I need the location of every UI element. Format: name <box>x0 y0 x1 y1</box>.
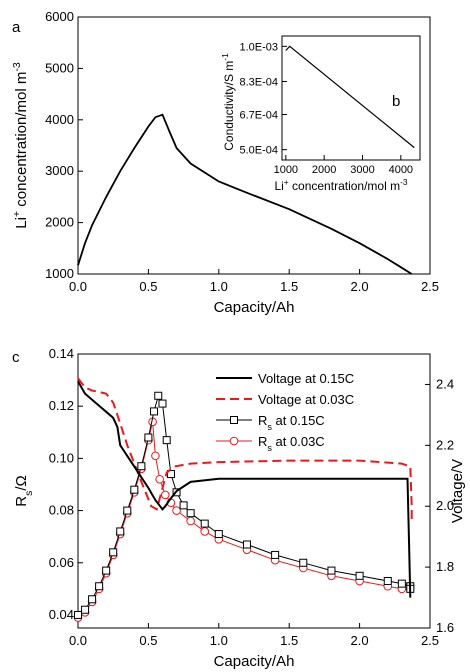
panel-c-data-point <box>355 571 364 580</box>
panel-c-data-point <box>137 462 146 471</box>
panel-c-data-point <box>151 451 160 461</box>
panel-c-data-point <box>200 519 209 528</box>
panel-a-series-line <box>77 113 413 275</box>
panel-c-data-point <box>116 527 125 536</box>
panel-c-data-point <box>144 433 153 442</box>
panel-c-data-point <box>95 582 104 591</box>
panel-c-data-point <box>109 548 118 557</box>
panel-c-data-point <box>102 566 111 575</box>
panel-c-data-point <box>88 595 97 604</box>
panel-c-data-point <box>123 506 132 515</box>
panel-a-frame <box>77 16 431 275</box>
panel-c-data-point <box>166 470 175 479</box>
panel-c-y-left-tick-label: 0.04 <box>49 607 74 622</box>
panel-c-frame <box>77 353 431 629</box>
panel-c-data-point <box>327 566 336 575</box>
panel-a-y-tick-label: 1000 <box>45 266 74 281</box>
panel-a-y-tick-label: 4000 <box>45 112 74 127</box>
panel-c-data-point <box>130 485 139 494</box>
panel-c-y-right-tick-label: 1.6 <box>436 620 454 635</box>
panel-c-data-point <box>214 530 223 539</box>
panel-a-x-tick-label: 1.5 <box>280 279 298 294</box>
panel-b-x-tick-label: 2000 <box>312 164 336 176</box>
panel-b-y-axis-label: Conductivity/S m-1 <box>220 53 236 151</box>
panel-c-x-tick-label: 1.5 <box>280 633 298 648</box>
panel-c-y-right-tick-label: 2.0 <box>436 498 454 513</box>
panel-c-data-point <box>383 577 392 586</box>
panel-c-data-point <box>186 516 195 526</box>
panel-c-legend-label: Rs at 0.03C <box>258 434 325 453</box>
panel-c-data-point <box>74 610 82 619</box>
panel-a-y-axis-label: Li+ concentration/mol m-3 <box>11 62 30 229</box>
panel-c-legend-marker <box>229 436 239 446</box>
panel-c-y-left-tick-label: 0.08 <box>49 503 74 518</box>
panel-a-y-tick-label: 5000 <box>45 60 74 75</box>
panel-c-data-point <box>179 501 188 510</box>
panel-c-y2-axis-label: Voltage/V <box>449 459 466 523</box>
panel-a-x-tick-label: 0.0 <box>69 279 87 294</box>
panel-c-y-left-tick-label: 0.14 <box>49 346 74 361</box>
panel-c-data-point <box>200 527 210 536</box>
panel-c-y-right-tick-label: 2.4 <box>436 376 454 391</box>
panel-b-label: b <box>392 93 400 110</box>
panel-c-data-point <box>160 490 170 500</box>
panel-c-data-point <box>186 509 195 518</box>
panel-c-series-line <box>77 380 412 598</box>
panel-c-data-point <box>299 558 308 567</box>
panel-c-series-line <box>77 377 413 522</box>
panel-a-x-tick-label: 2.5 <box>421 279 439 294</box>
panel-c-y-left-tick-label: 0.06 <box>49 555 74 570</box>
panel-c-x-tick-label: 1.0 <box>210 633 228 648</box>
panel-a-x-tick-label: 0.5 <box>139 279 157 294</box>
panel-c-y-left-tick-label: 0.12 <box>49 398 74 413</box>
panel-c-data-point <box>158 399 167 408</box>
panel-b-y-tick-label: 5.0E-04 <box>239 145 278 157</box>
panel-c-x-axis-label: Capacity/Ah <box>214 653 295 670</box>
panel-a-x-tick-label: 1.0 <box>210 279 228 294</box>
panel-a-y-tick-label: 6000 <box>45 9 74 24</box>
panel-c-legend-marker <box>230 416 238 424</box>
panel-c-data-point <box>154 391 163 400</box>
panel-c-y-left-tick-label: 0.10 <box>49 450 74 465</box>
panel-c-legend-label: Voltage at 0.15C <box>258 371 354 386</box>
panel-c-y-right-tick-label: 1.8 <box>436 559 454 574</box>
panel-b-x-tick-label: 3000 <box>350 164 374 176</box>
panel-c-data-point <box>397 579 406 588</box>
panel-c-x-tick-label: 2.5 <box>421 633 439 648</box>
panel-b-series-line <box>285 45 415 149</box>
panel-c-x-tick-label: 2.0 <box>351 633 369 648</box>
panel-c-data-point <box>271 550 280 559</box>
panel-c-data-point <box>172 506 181 515</box>
panel-b-y-tick-label: 8.3E-04 <box>239 76 278 88</box>
panel-a-label: a <box>12 19 21 36</box>
panel-c-series-line <box>77 421 410 618</box>
panel-c-data-point <box>162 436 171 445</box>
panel-c-legend-label: Rs at 0.15C <box>258 413 325 432</box>
panel-c-data-point <box>150 407 159 416</box>
panel-c-legend-label: Voltage at 0.03C <box>258 392 354 407</box>
panel-a-x-axis-label: Capacity/Ah <box>214 299 295 316</box>
panel-b-y-tick-label: 1.0E-03 <box>239 41 278 53</box>
panel-a-y-tick-label: 2000 <box>45 215 74 230</box>
panel-a-y-tick-label: 3000 <box>45 163 74 178</box>
panel-c-data-point <box>81 605 90 614</box>
panel-b-x-axis-label: Li+ concentration/mol m-3 <box>274 177 407 193</box>
panel-a-x-tick-label: 2.0 <box>351 279 369 294</box>
panel-b-frame <box>281 35 421 161</box>
panel-c-y-axis-label: Rs/Ω <box>13 475 35 506</box>
panel-c-data-point <box>242 540 251 549</box>
panel-c-x-tick-label: 0.0 <box>69 633 87 648</box>
panel-b-y-tick-label: 6.7E-04 <box>239 110 278 122</box>
panel-c-data-point <box>155 474 164 484</box>
panel-c-label: c <box>12 349 20 366</box>
panel-b-x-tick-label: 4000 <box>389 164 413 176</box>
panel-c-x-tick-label: 0.5 <box>139 633 157 648</box>
panel-b-x-tick-label: 1000 <box>274 164 298 176</box>
panel-c-y-right-tick-label: 2.2 <box>436 437 454 452</box>
